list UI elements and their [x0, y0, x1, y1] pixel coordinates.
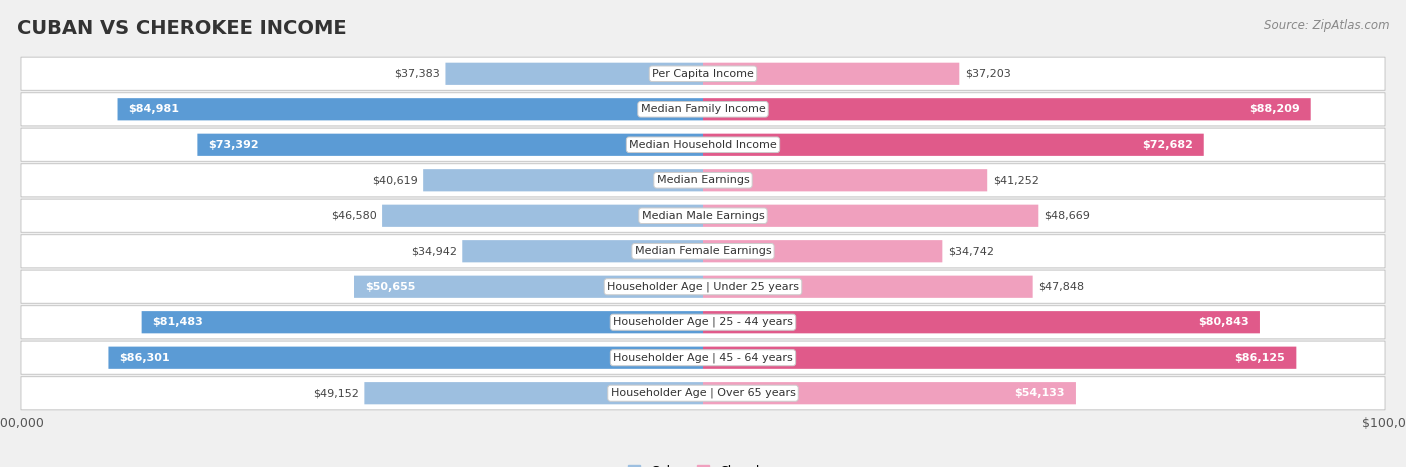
Text: $37,203: $37,203	[965, 69, 1011, 79]
Text: Householder Age | 25 - 44 years: Householder Age | 25 - 44 years	[613, 317, 793, 327]
Text: $73,392: $73,392	[208, 140, 259, 150]
Text: $48,669: $48,669	[1043, 211, 1090, 221]
Text: Median Female Earnings: Median Female Earnings	[634, 246, 772, 256]
Text: Householder Age | 45 - 64 years: Householder Age | 45 - 64 years	[613, 353, 793, 363]
Text: $41,252: $41,252	[993, 175, 1039, 185]
FancyBboxPatch shape	[21, 163, 1385, 197]
Text: Median Male Earnings: Median Male Earnings	[641, 211, 765, 221]
FancyBboxPatch shape	[21, 376, 1385, 410]
FancyBboxPatch shape	[703, 98, 1310, 120]
FancyBboxPatch shape	[21, 234, 1385, 268]
FancyBboxPatch shape	[21, 128, 1385, 162]
FancyBboxPatch shape	[118, 98, 703, 120]
FancyBboxPatch shape	[703, 134, 1204, 156]
Text: $34,742: $34,742	[948, 246, 994, 256]
Text: Householder Age | Under 25 years: Householder Age | Under 25 years	[607, 282, 799, 292]
Text: Median Family Income: Median Family Income	[641, 104, 765, 114]
FancyBboxPatch shape	[703, 63, 959, 85]
FancyBboxPatch shape	[703, 311, 1260, 333]
FancyBboxPatch shape	[703, 382, 1076, 404]
FancyBboxPatch shape	[446, 63, 703, 85]
FancyBboxPatch shape	[21, 92, 1385, 126]
FancyBboxPatch shape	[354, 276, 703, 298]
Text: $46,580: $46,580	[330, 211, 377, 221]
Text: $37,383: $37,383	[394, 69, 440, 79]
FancyBboxPatch shape	[703, 240, 942, 262]
Text: Householder Age | Over 65 years: Householder Age | Over 65 years	[610, 388, 796, 398]
Text: $88,209: $88,209	[1249, 104, 1299, 114]
Text: $34,942: $34,942	[411, 246, 457, 256]
Text: $50,655: $50,655	[366, 282, 415, 292]
FancyBboxPatch shape	[703, 347, 1296, 369]
FancyBboxPatch shape	[21, 305, 1385, 339]
Text: Median Household Income: Median Household Income	[628, 140, 778, 150]
FancyBboxPatch shape	[21, 341, 1385, 375]
Text: $47,848: $47,848	[1038, 282, 1084, 292]
FancyBboxPatch shape	[108, 347, 703, 369]
FancyBboxPatch shape	[382, 205, 703, 227]
FancyBboxPatch shape	[703, 169, 987, 191]
FancyBboxPatch shape	[364, 382, 703, 404]
Text: Source: ZipAtlas.com: Source: ZipAtlas.com	[1264, 19, 1389, 32]
Text: Median Earnings: Median Earnings	[657, 175, 749, 185]
FancyBboxPatch shape	[463, 240, 703, 262]
Text: Per Capita Income: Per Capita Income	[652, 69, 754, 79]
Text: $86,301: $86,301	[120, 353, 170, 363]
Text: $80,843: $80,843	[1198, 317, 1249, 327]
FancyBboxPatch shape	[21, 57, 1385, 91]
Text: $81,483: $81,483	[153, 317, 204, 327]
Text: $84,981: $84,981	[128, 104, 180, 114]
FancyBboxPatch shape	[703, 276, 1032, 298]
FancyBboxPatch shape	[21, 199, 1385, 233]
Text: $40,619: $40,619	[373, 175, 418, 185]
Legend: Cuban, Cherokee: Cuban, Cherokee	[623, 460, 783, 467]
FancyBboxPatch shape	[142, 311, 703, 333]
FancyBboxPatch shape	[423, 169, 703, 191]
FancyBboxPatch shape	[197, 134, 703, 156]
Text: $72,682: $72,682	[1142, 140, 1192, 150]
FancyBboxPatch shape	[21, 270, 1385, 304]
Text: CUBAN VS CHEROKEE INCOME: CUBAN VS CHEROKEE INCOME	[17, 19, 346, 38]
Text: $54,133: $54,133	[1014, 388, 1064, 398]
FancyBboxPatch shape	[703, 205, 1038, 227]
Text: $49,152: $49,152	[314, 388, 359, 398]
Text: $86,125: $86,125	[1234, 353, 1285, 363]
